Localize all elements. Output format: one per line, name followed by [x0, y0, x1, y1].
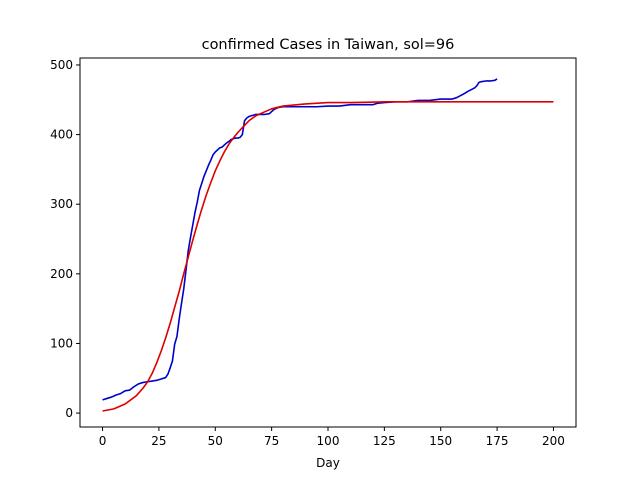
chart-title: confirmed Cases in Taiwan, sol=96: [202, 37, 455, 53]
x-tick-label: 150: [429, 434, 452, 448]
plot-background: [80, 58, 576, 427]
x-axis-label: Day: [316, 456, 340, 470]
plot-area: [80, 58, 576, 427]
series-layer: [102, 78, 554, 412]
x-tick-label: 100: [317, 434, 340, 448]
x-tick-label: 175: [486, 434, 509, 448]
x-tick-label: 75: [264, 434, 279, 448]
y-tick-label: 0: [65, 406, 73, 420]
y-tick-label: 300: [50, 197, 73, 211]
y-tick-label: 500: [50, 58, 73, 72]
x-tick-label: 200: [542, 434, 565, 448]
series-line-2: [102, 101, 554, 412]
x-tick-label: 50: [208, 434, 223, 448]
x-tick-label: 125: [373, 434, 396, 448]
y-tick-label: 200: [50, 267, 73, 281]
y-tick-label: 100: [50, 336, 73, 350]
x-tick-label: 0: [99, 434, 107, 448]
axes-layer: 0 25 50 75 100 125 150 175 200 0 100 200 300 400 500: [50, 57, 577, 448]
x-tick-label: 25: [151, 434, 166, 448]
y-tick-label: 400: [50, 128, 73, 142]
